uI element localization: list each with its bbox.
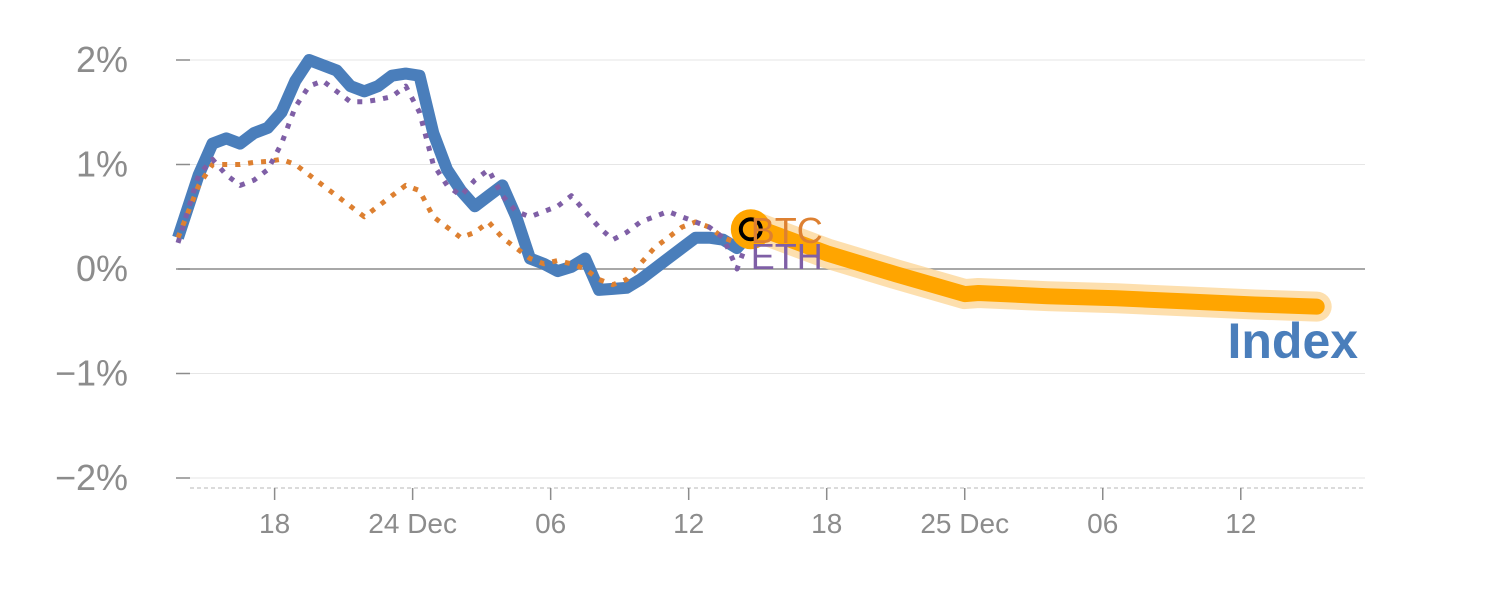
x-tick-label: 12 [673, 508, 704, 539]
axes: 2% 1% 0% −1% −2% 18 24 Dec 06 12 18 25 Dec 06 12 [55, 39, 1365, 539]
series-lines [172, 54, 1332, 322]
current-marker-ring [730, 209, 771, 250]
x-tick-label: 18 [259, 508, 290, 539]
series-label-index: Index [1228, 313, 1359, 369]
series-line-index [172, 54, 756, 296]
series-label-btc: BTC [751, 210, 823, 251]
x-tick-label: 12 [1225, 508, 1256, 539]
y-tick-label: 2% [76, 39, 128, 80]
x-tick-label: 25 Dec [920, 508, 1009, 539]
forecast-line [742, 217, 1325, 315]
y-tick-label: −1% [55, 353, 128, 394]
series-line-btc [175, 156, 753, 288]
y-tick-label: 0% [76, 248, 128, 289]
markers [730, 209, 771, 250]
x-tick-label: 18 [811, 508, 842, 539]
series-label-eth: ETH [751, 236, 823, 277]
x-tick-label: 24 Dec [368, 508, 457, 539]
x-tick-label: 06 [535, 508, 566, 539]
series-line-eth [175, 78, 754, 272]
x-tick-label: 06 [1087, 508, 1118, 539]
y-tick-label: −2% [55, 457, 128, 498]
y-tick-label: 1% [76, 144, 128, 185]
grid-lines [178, 59, 1365, 479]
current-marker [738, 217, 763, 242]
